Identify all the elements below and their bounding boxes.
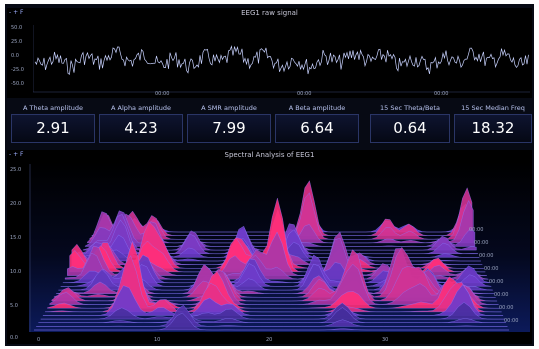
spectral-y-tick: 10.0 xyxy=(10,269,22,275)
spectral-x-tick: 0 xyxy=(37,337,41,343)
raw-y-tick: 50.0 xyxy=(11,25,23,31)
raw-y-tick: -50.0 xyxy=(11,81,24,87)
smr-amplitude-readout: A SMR amplitude 7.99 xyxy=(185,104,273,149)
spectral-y-tick: 5.0 xyxy=(10,303,18,309)
time-label: 00:00 xyxy=(489,279,504,285)
time-label: 00:00 xyxy=(474,240,489,246)
raw-signal-panel: EEG1 raw signal - + F 50.0 25.0 0.0 -25.… xyxy=(7,8,532,98)
alpha-amplitude-readout: A Alpha amplitude 4.23 xyxy=(97,104,185,149)
spectral-surface xyxy=(34,180,509,331)
raw-y-tick: 25.0 xyxy=(11,39,23,45)
raw-x-tick: 00:00 xyxy=(434,91,449,97)
readout-label: A Theta amplitude xyxy=(22,104,84,112)
raw-y-tick: 0.0 xyxy=(11,53,19,59)
raw-x-tick: 00:00 xyxy=(155,91,170,97)
spectral-analysis-panel: Spectral Analysis of EEG1 - + F 25.0 20.… xyxy=(7,150,532,344)
time-label: 00:00 xyxy=(499,305,514,311)
readout-value: 4.23 xyxy=(99,114,183,143)
spectral-x-tick: 30 xyxy=(382,337,389,343)
spectral-y-tick: 15.0 xyxy=(10,235,22,241)
spectral-surface-plot[interactable] xyxy=(29,162,530,332)
raw-y-tick: -25.0 xyxy=(11,67,24,73)
spectral-surface-row xyxy=(36,305,508,327)
theta-beta-ratio-readout: 15 Sec Theta/Beta 0.64 xyxy=(368,104,452,149)
readout-value: 0.64 xyxy=(370,114,450,143)
median-frequency-readout: 15 Sec Median Freq 18.32 xyxy=(452,104,534,149)
time-label: 00:00 xyxy=(479,253,494,259)
raw-signal-trace xyxy=(34,45,529,75)
spectral-x-tick: 20 xyxy=(266,337,273,343)
readout-value: 18.32 xyxy=(454,114,532,143)
raw-x-tick: 00:00 xyxy=(297,91,312,97)
spectral-y-tick: 0.0 xyxy=(10,335,18,341)
readout-label: A SMR amplitude xyxy=(201,104,257,112)
spectral-x-tick: 10 xyxy=(154,337,161,343)
spectral-y-tick: 20.0 xyxy=(10,201,22,207)
raw-signal-title: EEG1 raw signal xyxy=(241,9,298,17)
readout-value: 6.64 xyxy=(275,114,359,143)
spectral-surface-row xyxy=(38,307,506,323)
time-label: 00:00 xyxy=(494,292,509,298)
spectral-title: Spectral Analysis of EEG1 xyxy=(224,151,315,159)
readout-label: 15 Sec Median Freq xyxy=(461,104,525,112)
spectral-y-tick: 25.0 xyxy=(10,167,22,173)
readout-label: A Alpha amplitude xyxy=(111,104,171,112)
readout-label: A Beta amplitude xyxy=(288,104,346,112)
spectral-surface-row xyxy=(34,312,509,331)
spectral-zoom-controls[interactable]: - + F xyxy=(9,151,24,158)
raw-signal-zoom-controls[interactable]: - + F xyxy=(9,9,24,16)
spectral-surface-row xyxy=(42,284,504,316)
time-label: 00:00 xyxy=(504,318,519,324)
spectral-surface-row xyxy=(40,302,505,320)
raw-signal-plot[interactable] xyxy=(33,22,530,98)
theta-amplitude-readout: A Theta amplitude 2.91 xyxy=(9,104,97,149)
readout-value: 7.99 xyxy=(187,114,271,143)
readout-value: 2.91 xyxy=(11,114,95,143)
time-label: 00:00 xyxy=(484,266,499,272)
readout-label: 15 Sec Theta/Beta xyxy=(380,104,440,112)
time-label: 00:00 xyxy=(469,227,484,233)
beta-amplitude-readout: A Beta amplitude 6.64 xyxy=(273,104,361,149)
